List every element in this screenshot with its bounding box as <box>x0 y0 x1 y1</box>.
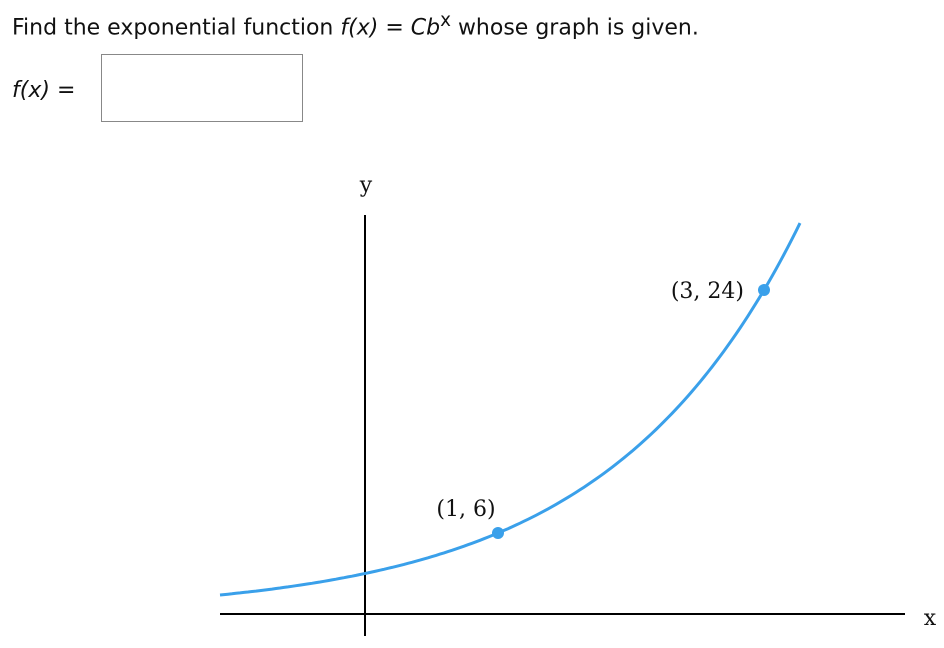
answer-input[interactable] <box>101 54 303 122</box>
function-name: f(x) <box>340 15 379 41</box>
point-label: (1, 6) <box>436 497 495 522</box>
question-prefix: Find the exponential function <box>12 15 334 41</box>
point-label: (3, 24) <box>671 279 744 304</box>
curve <box>219 222 802 597</box>
question-suffix: whose graph is given. <box>457 15 699 41</box>
equals: = <box>385 15 404 41</box>
point <box>758 284 770 296</box>
y-axis-label: y <box>359 173 373 198</box>
question: Find the exponential function f(x) = Cbx… <box>12 10 699 40</box>
x-axis-label: x <box>924 606 937 631</box>
answer-row: f(x) = <box>12 78 75 103</box>
answer-label: f(x) <box>12 78 50 103</box>
formula-exponent: x <box>440 10 451 31</box>
answer-equals: = <box>56 78 76 103</box>
formula-base: Cb <box>410 15 441 41</box>
point <box>492 527 504 539</box>
